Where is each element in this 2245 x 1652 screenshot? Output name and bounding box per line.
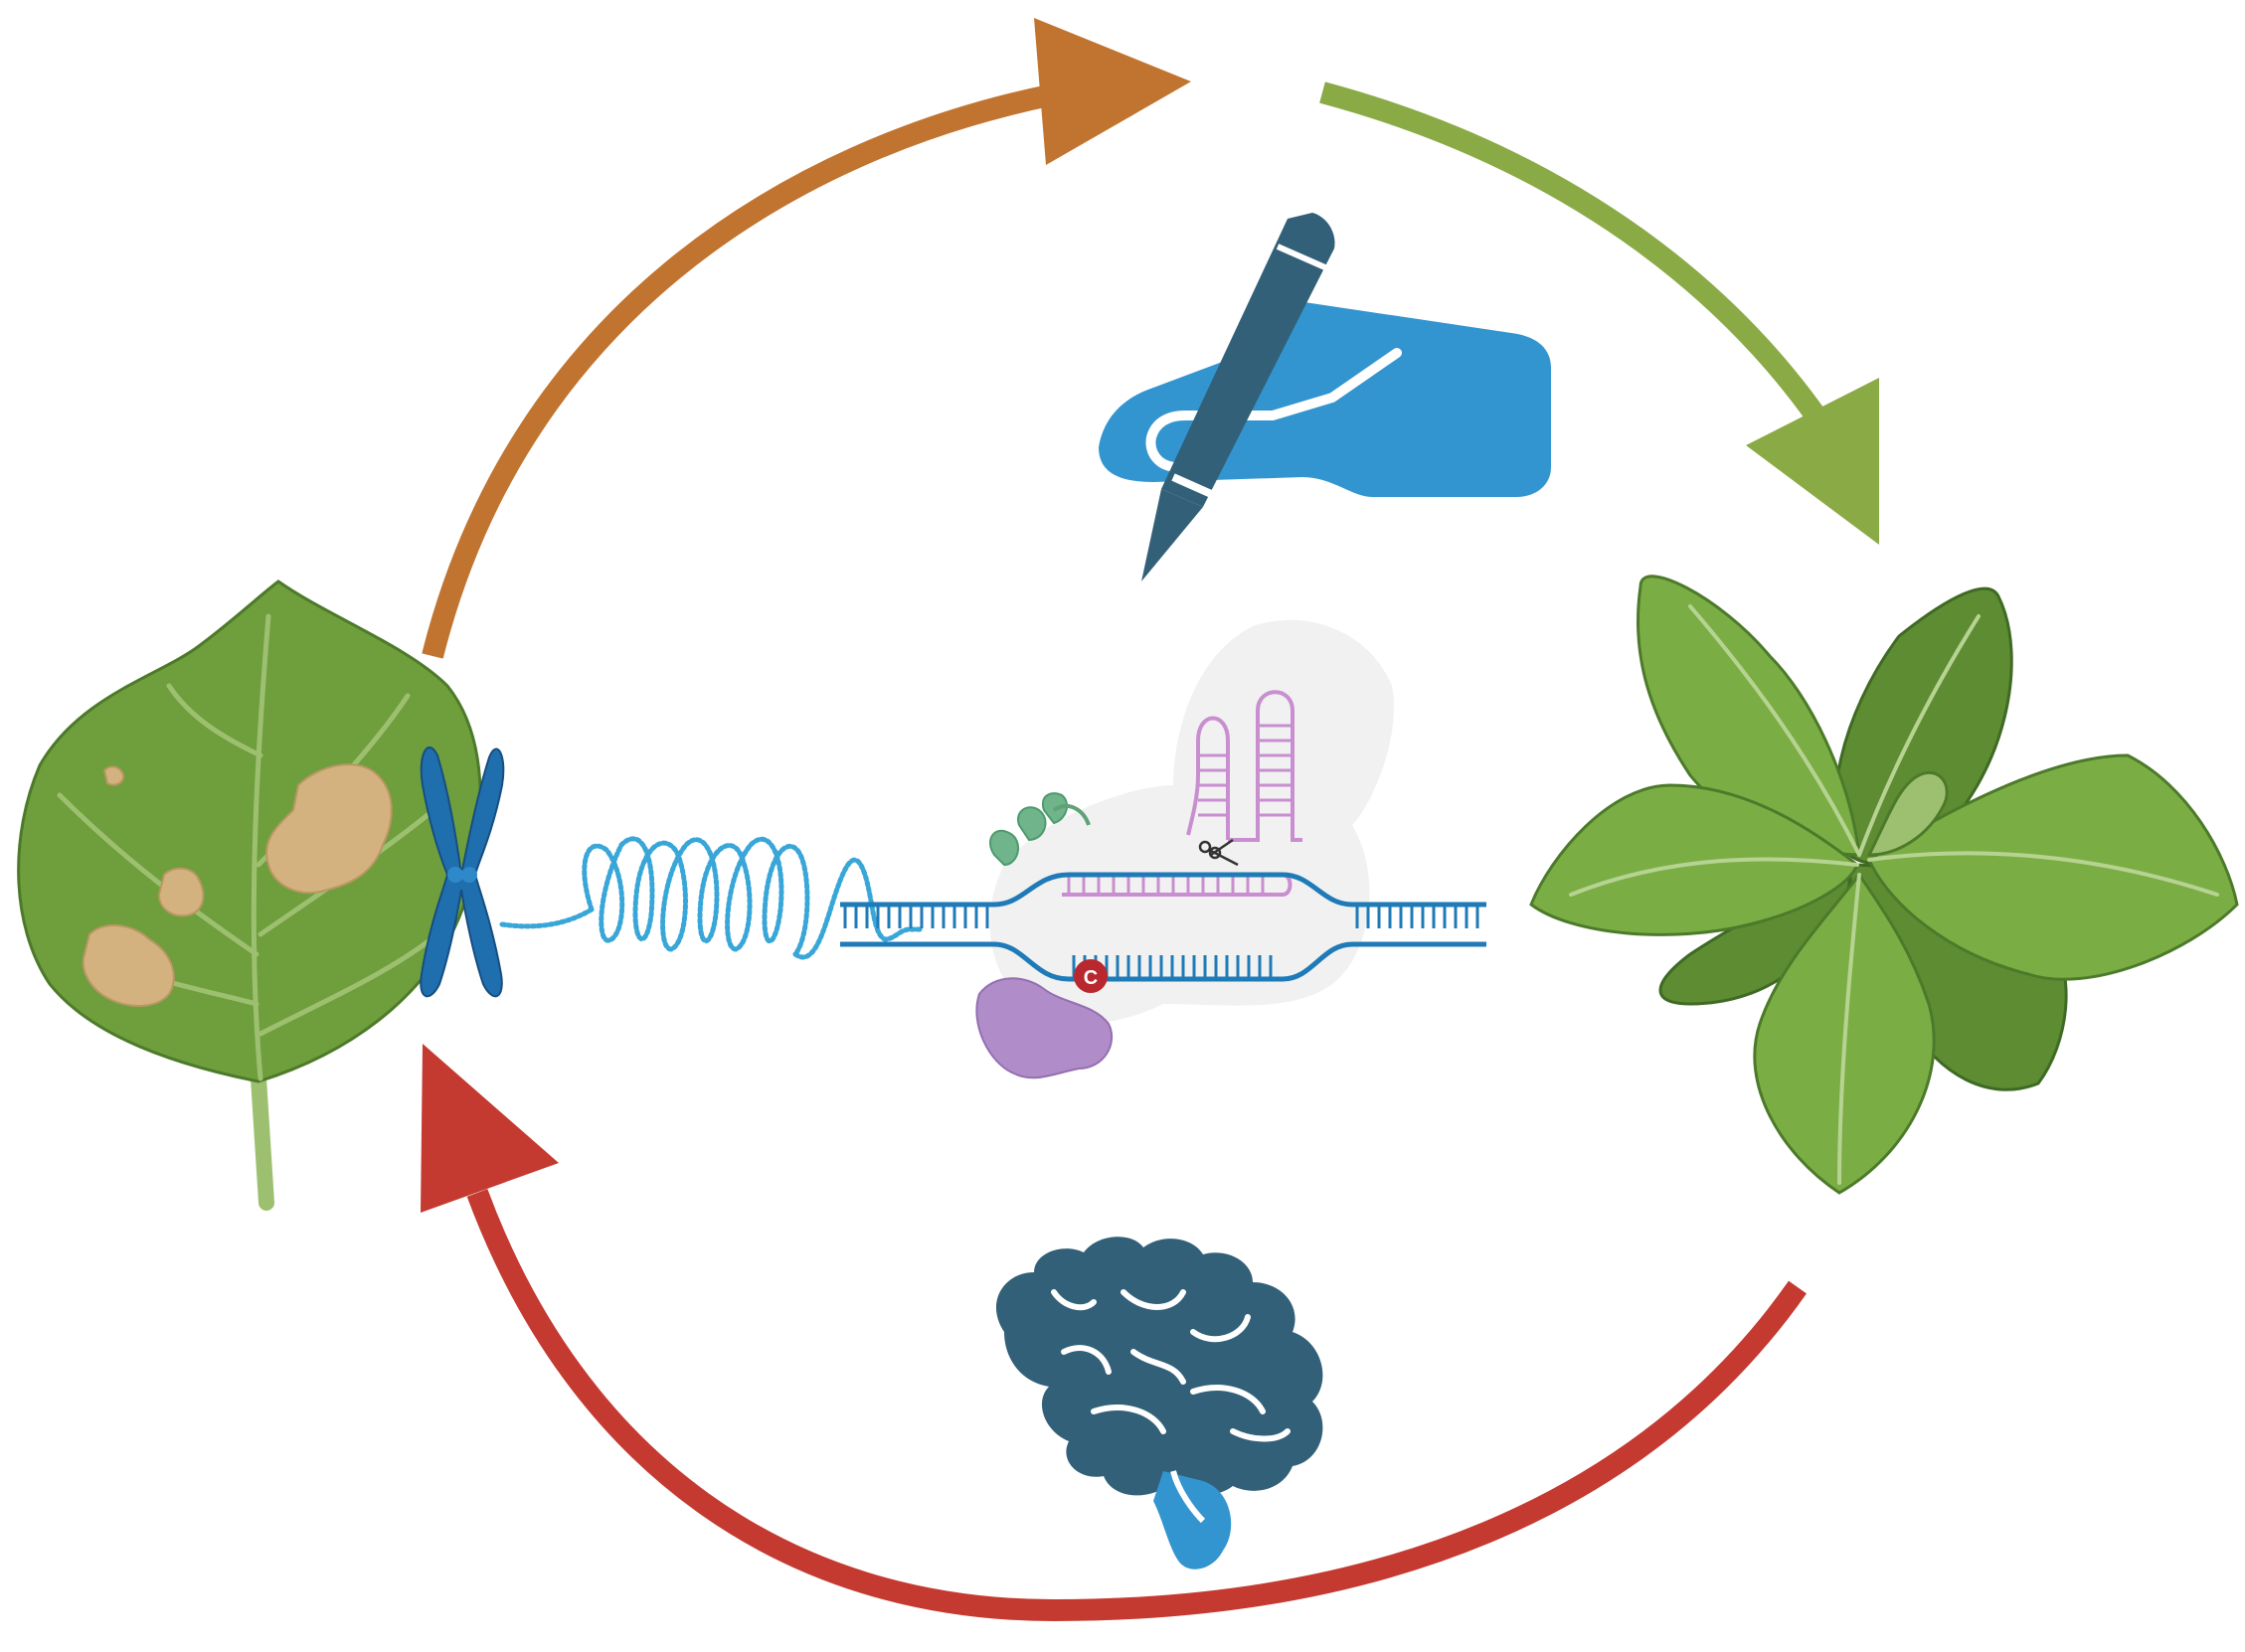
diseased-leaf-icon <box>17 579 482 1211</box>
arrow-design-to-plant <box>1319 82 1879 545</box>
chromosome-icon <box>420 746 505 998</box>
healthy-plant-icon <box>1529 575 2239 1195</box>
purple-protein-icon <box>975 977 1114 1079</box>
dna-coil-icon <box>499 836 923 960</box>
guide-rna <box>1062 690 1302 897</box>
arrow-plant-to-leaf <box>421 1044 1807 1622</box>
hand-writing-pen-icon <box>1099 213 1551 581</box>
pen-icon <box>1141 213 1335 581</box>
edited-base-marker <box>1074 959 1108 993</box>
dna-double-strand <box>840 872 1486 982</box>
edited-base-label: C <box>1084 967 1098 989</box>
arrow-leaf-to-design <box>422 18 1191 659</box>
crispr-base-editor-icon: C <box>840 619 1486 1079</box>
deaminase-icon <box>989 792 1069 867</box>
brain-icon <box>995 1237 1323 1569</box>
scissors-icon <box>1198 838 1239 867</box>
